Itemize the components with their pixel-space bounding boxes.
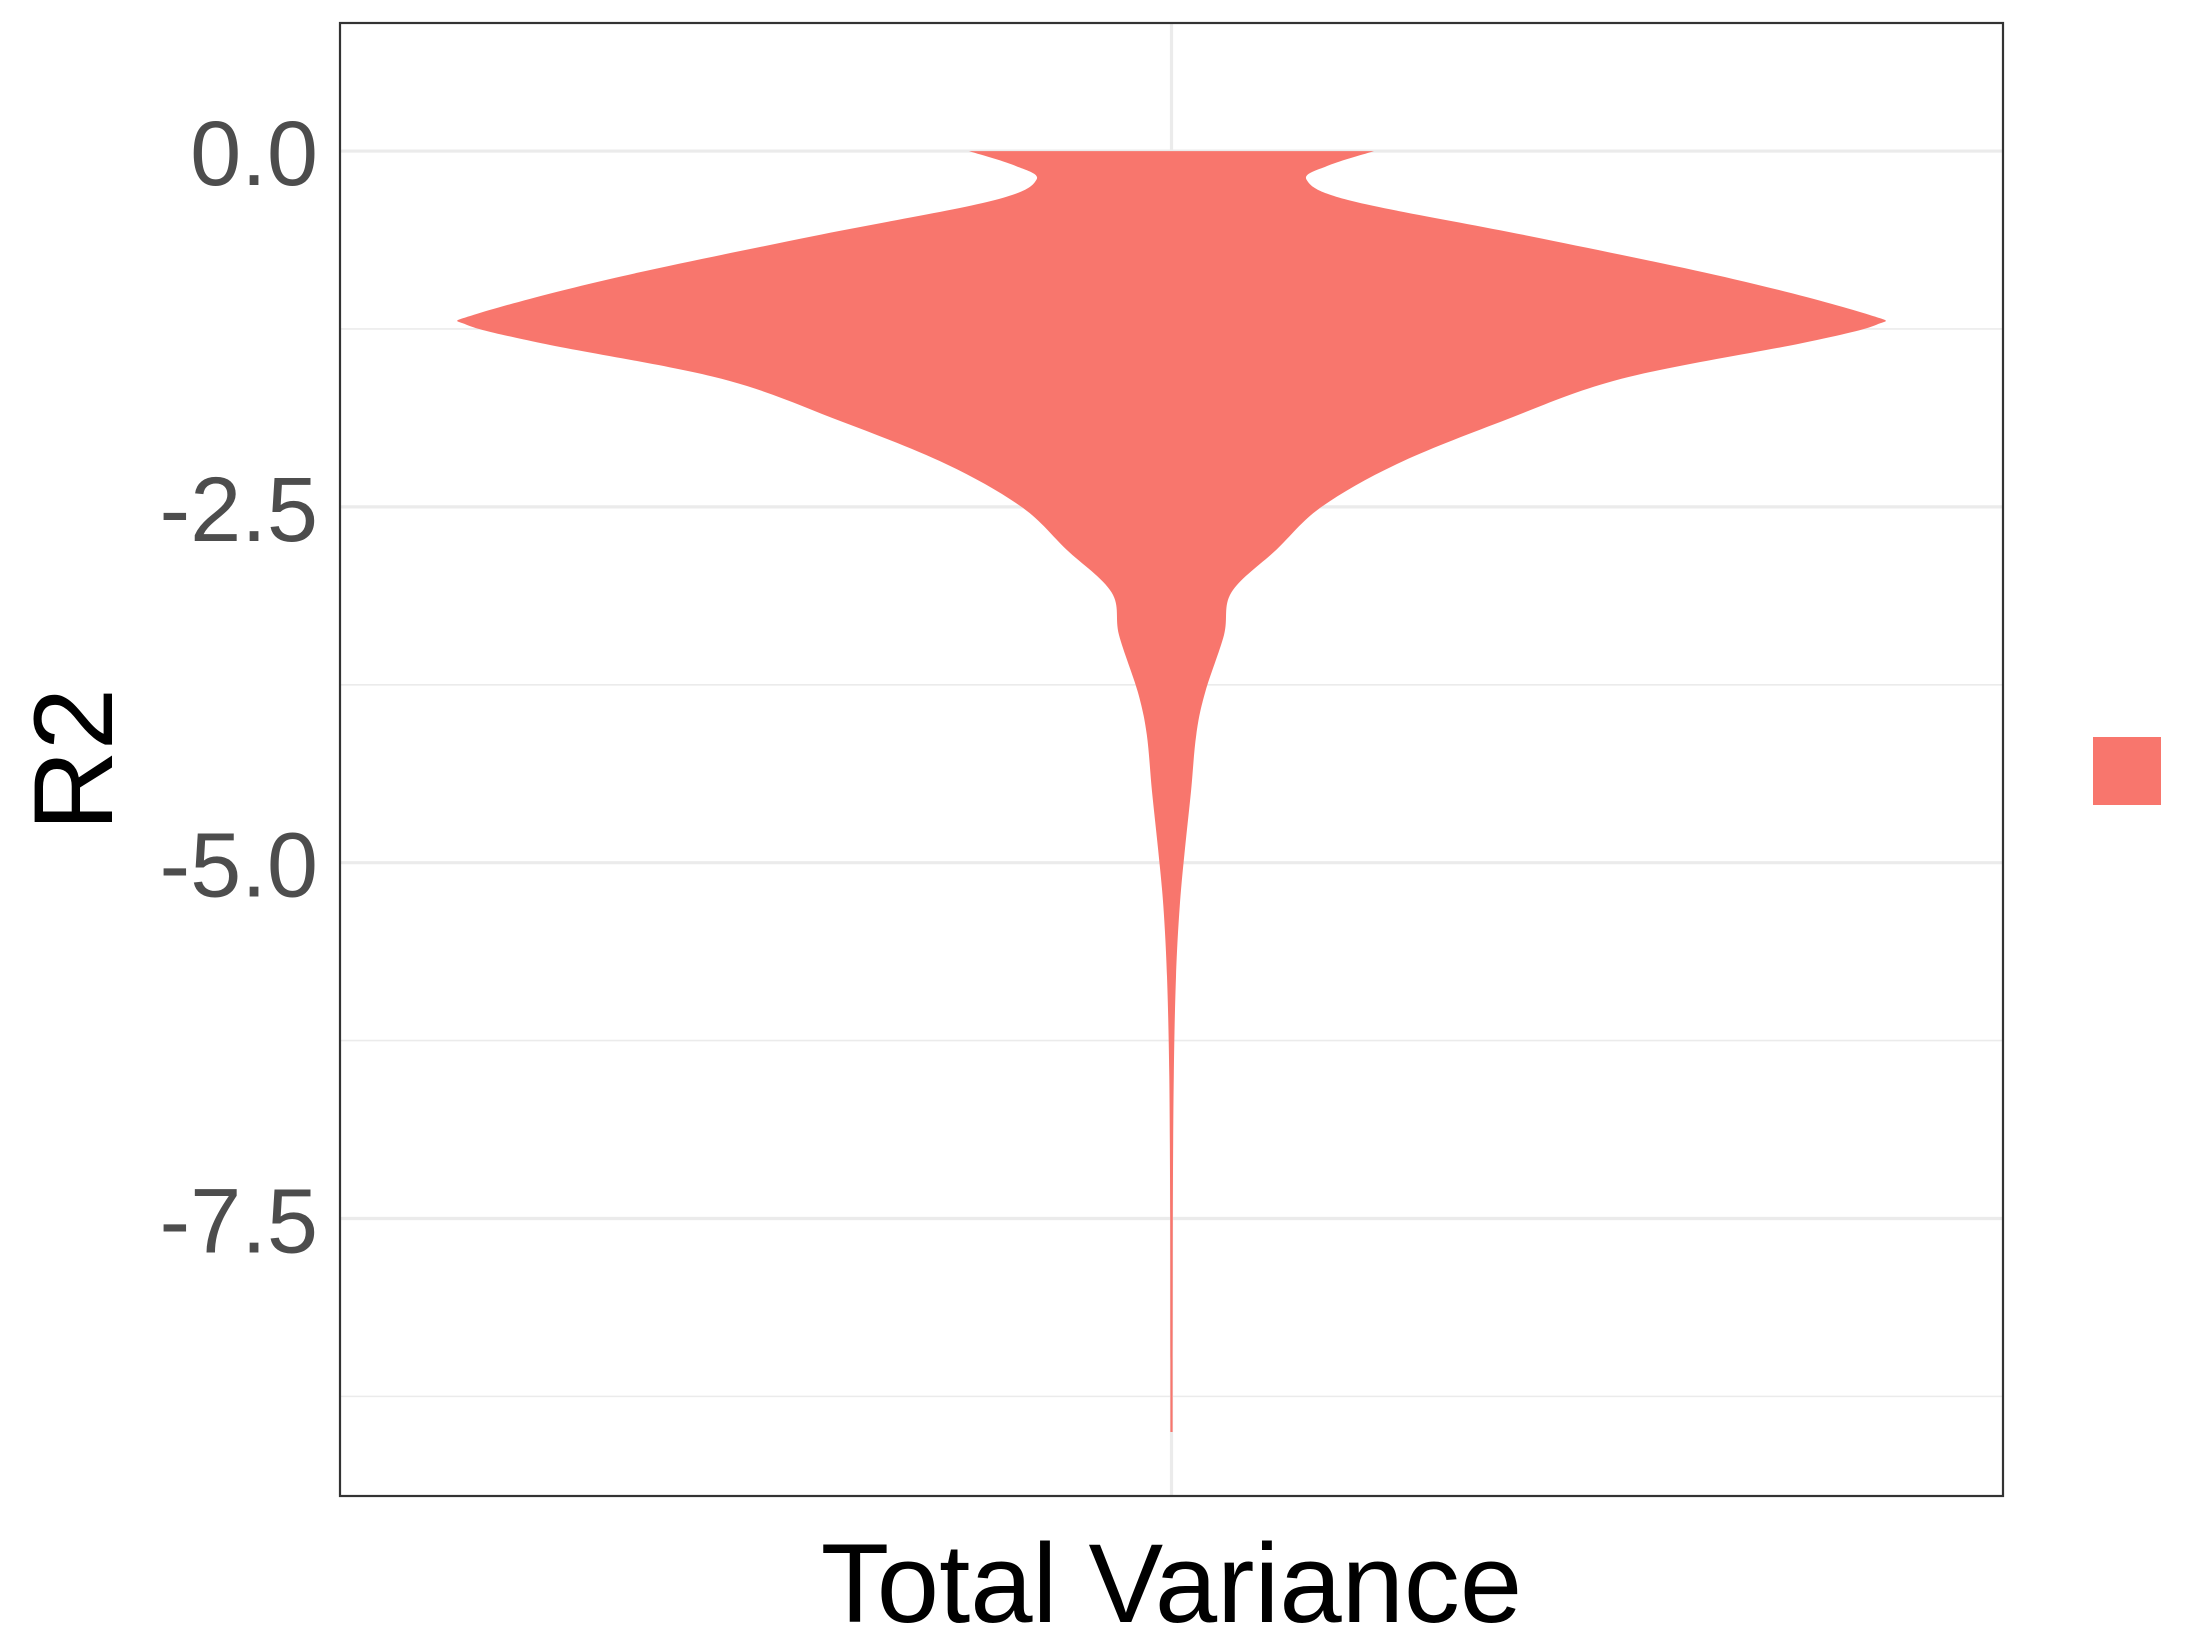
- violin-shape: [457, 151, 1886, 1433]
- y-tick-label: -5.0: [159, 815, 318, 917]
- legend-key-swatch: [2093, 737, 2161, 805]
- plot-panel-border: [338, 21, 2005, 1498]
- violin-layer: [457, 151, 1886, 1433]
- y-tick-label: -2.5: [159, 459, 318, 561]
- y-tick-label: 0.0: [190, 103, 318, 205]
- y-axis-tick-labels: 0.0 -2.5 -5.0 -7.5: [159, 103, 318, 1272]
- y-axis-title: R2: [11, 688, 136, 831]
- x-axis-title: Total Variance: [821, 1521, 1522, 1634]
- y-tick-label: -7.5: [159, 1170, 318, 1272]
